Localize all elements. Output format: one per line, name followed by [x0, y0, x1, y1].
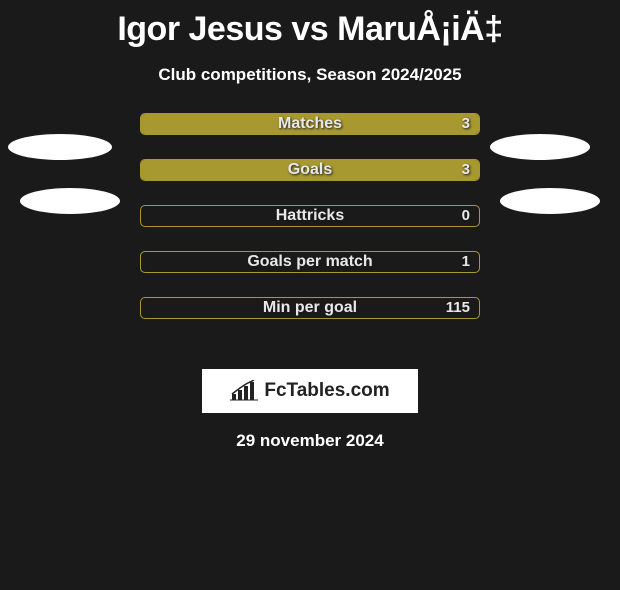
- fctables-logo[interactable]: FcTables.com: [202, 369, 418, 413]
- bar-container: [140, 113, 480, 135]
- bar-container: [140, 205, 480, 227]
- date-text: 29 november 2024: [0, 431, 620, 451]
- bar-fill: [141, 160, 479, 180]
- logo-text: FcTables.com: [264, 380, 389, 402]
- stat-row-min-per-goal: Min per goal 115: [0, 297, 620, 319]
- player-avatar-left-2: [20, 188, 120, 214]
- bar-fill: [141, 114, 479, 134]
- stat-row-goals-per-match: Goals per match 1: [0, 251, 620, 273]
- bar-container: [140, 159, 480, 181]
- player-avatar-left-1: [8, 134, 112, 160]
- bar-container: [140, 297, 480, 319]
- player-avatar-right-2: [500, 188, 600, 214]
- page-title: Igor Jesus vs MaruÅ¡iÄ‡: [0, 10, 620, 49]
- bar-chart-icon: [230, 380, 258, 402]
- bar-container: [140, 251, 480, 273]
- subtitle: Club competitions, Season 2024/2025: [0, 65, 620, 85]
- stat-row-matches: Matches 3: [0, 113, 620, 135]
- stat-row-goals: Goals 3: [0, 159, 620, 181]
- player-avatar-right-1: [490, 134, 590, 160]
